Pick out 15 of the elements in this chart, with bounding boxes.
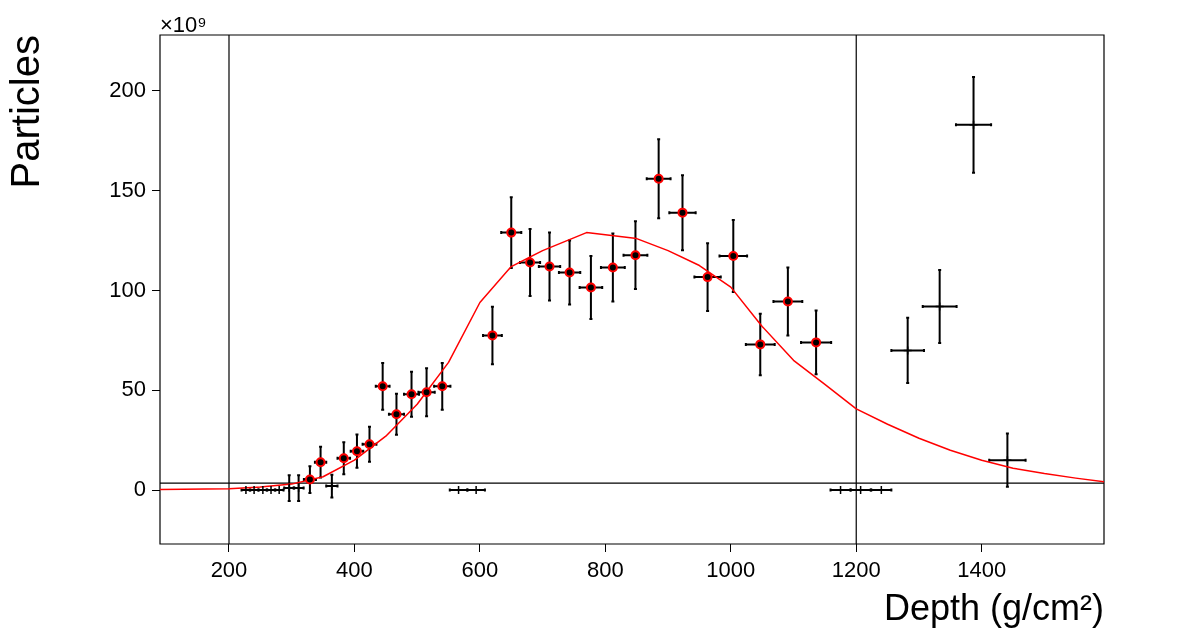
y-tick-label: 150 xyxy=(109,176,146,202)
x-tick-label: 800 xyxy=(586,557,624,583)
y-axis-title: Particles xyxy=(3,35,48,189)
y-tick-label: 200 xyxy=(109,76,146,102)
x-tick-label: 1000 xyxy=(706,557,756,583)
annotation: ×10⁹ xyxy=(160,12,207,38)
x-tick-label: 200 xyxy=(210,557,248,583)
x-tick-label: 400 xyxy=(336,557,373,583)
x-tick-label: 600 xyxy=(461,557,499,583)
x-axis-title: Depth (g/cm²) xyxy=(883,587,1104,629)
y-tick-label: 0 xyxy=(133,476,146,502)
y-tick-label: 50 xyxy=(121,376,146,402)
y-tick-label: 100 xyxy=(109,276,146,302)
x-tick-label: 1400 xyxy=(957,557,1007,583)
x-tick-label: 1200 xyxy=(831,557,881,583)
